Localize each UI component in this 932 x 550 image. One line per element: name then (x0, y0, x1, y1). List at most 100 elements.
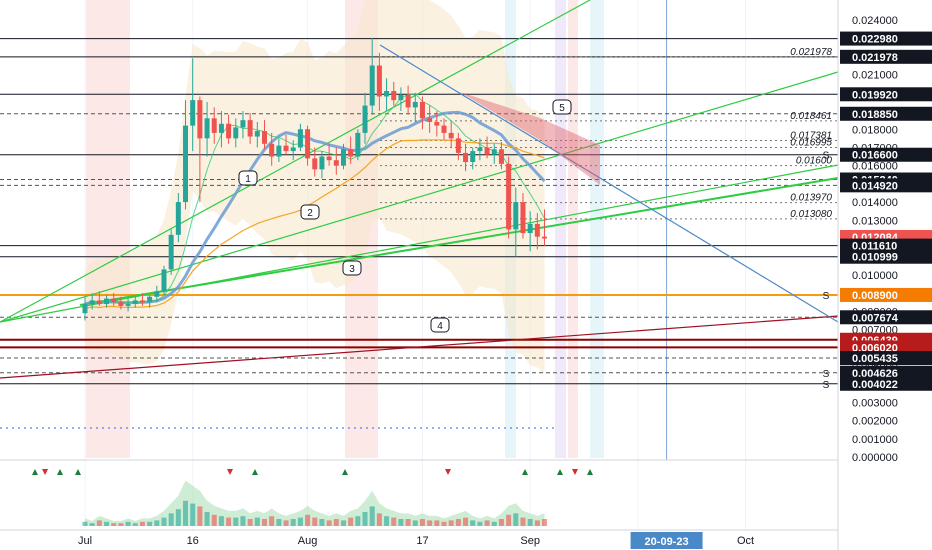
candle-body (434, 121, 440, 126)
volume-bar (362, 512, 368, 526)
volume-bar (542, 519, 548, 526)
candle-body (218, 123, 224, 133)
price-badge-text: 0.011610 (852, 241, 897, 253)
candle-body (175, 202, 181, 235)
volume-bar (118, 523, 124, 526)
candle-body (427, 118, 433, 122)
candle-body (405, 94, 411, 108)
volume-bar (240, 516, 246, 526)
volume-bar (405, 519, 411, 526)
price-badge-text: 0.021978 (852, 52, 898, 64)
candle-body (183, 125, 189, 203)
level-value-label: 0.013970 (790, 193, 832, 204)
price-badge-text: 0.014920 (852, 180, 898, 192)
candle-body (534, 223, 540, 237)
cursor-date-badge (630, 532, 703, 549)
candle-body (305, 129, 311, 159)
volume-bar (154, 520, 160, 526)
volume-bar (448, 520, 454, 526)
signal-marker (522, 469, 528, 475)
price-badge-text: 0.010999 (852, 252, 898, 264)
callout-box (552, 99, 572, 115)
volume-bar (111, 523, 117, 526)
candle-body (470, 151, 476, 163)
price-tick-label: 0.016000 (852, 161, 898, 173)
price-tick-label: 0.014000 (852, 197, 898, 209)
time-tick-label: Jul (78, 535, 92, 547)
volume-bar (247, 519, 253, 526)
time-axis[interactable]: Jul16Aug17Sep16Oct20-09-23 (0, 529, 838, 549)
signal-marker (587, 469, 593, 475)
price-badge-text: 0.007674 (852, 312, 899, 324)
trend-lines (0, 0, 839, 379)
candle-body (161, 269, 167, 292)
volume-bar (254, 517, 260, 526)
marker-letter: S (823, 369, 830, 380)
volume-bar (233, 517, 239, 526)
volume-bar (125, 521, 131, 526)
price-badge (840, 365, 932, 380)
candle-body (168, 234, 174, 270)
candlesticks[interactable] (82, 38, 548, 321)
price-badge-text: 0.018850 (852, 109, 898, 121)
red-ribbon (460, 92, 600, 185)
candle-body (333, 160, 339, 166)
volume-bar (398, 519, 404, 526)
time-tick-label: 17 (416, 535, 428, 547)
volume-bar (412, 520, 418, 526)
candle-body (340, 149, 346, 166)
price-badge (840, 106, 932, 121)
level-value-label: 0.013080 (790, 209, 832, 220)
candle-body (118, 302, 124, 306)
marker-letter: S (823, 151, 830, 162)
volume-bar (441, 521, 447, 526)
price-tick-label: 0.001000 (852, 434, 898, 446)
highlight-band (590, 0, 604, 458)
price-tick-label: 0.003000 (852, 397, 898, 409)
candle-body (147, 296, 153, 303)
volume-bar (427, 520, 433, 526)
volume-bar (290, 519, 296, 526)
candle-body (247, 120, 253, 137)
price-badge-text: 0.019920 (852, 89, 898, 101)
price-badge (840, 31, 932, 46)
volume-bar (348, 517, 354, 526)
trend-line (0, 315, 839, 379)
trend-line (79, 177, 839, 306)
price-tick-label: 0.018000 (852, 124, 898, 136)
candle-body (89, 300, 95, 305)
price-badge (840, 178, 932, 193)
candle-body (269, 143, 275, 157)
highlight-band (555, 0, 566, 458)
time-tick-label: Sep (520, 535, 540, 547)
candle-body (96, 300, 102, 305)
volume-bar (369, 506, 375, 526)
candle-body (312, 158, 318, 170)
volume-bar (132, 523, 138, 526)
signal-marker (557, 469, 563, 475)
signal-marker (32, 469, 38, 475)
callout-box (300, 204, 320, 220)
candle-body (132, 300, 138, 305)
orange-ma-line (84, 139, 545, 310)
price-tick-label: 0.021000 (852, 70, 898, 82)
price-axis[interactable]: 40B20B00.0240000.0230000.0220000.0210000… (837, 0, 932, 550)
candle-body (506, 163, 512, 230)
volume-bar (147, 521, 153, 526)
marker-letter: S (823, 291, 830, 302)
callout-number: 1 (245, 174, 251, 185)
price-tick-label: 0.010000 (852, 270, 898, 282)
price-badges: 0.022980 0.021978 0.019920 0.018850 0.016600… (840, 31, 932, 391)
candle-body (491, 149, 497, 155)
candle-body (139, 300, 145, 303)
marker-letter: S (823, 380, 830, 391)
candle-body (520, 202, 526, 234)
volume-bar (419, 519, 425, 526)
candle-body (262, 131, 267, 144)
volume-bar (326, 520, 332, 526)
price-badge (840, 287, 932, 302)
volume-pane (0, 459, 838, 526)
callout-box (430, 317, 450, 333)
price-badge-text: 0.022980 (852, 34, 898, 46)
